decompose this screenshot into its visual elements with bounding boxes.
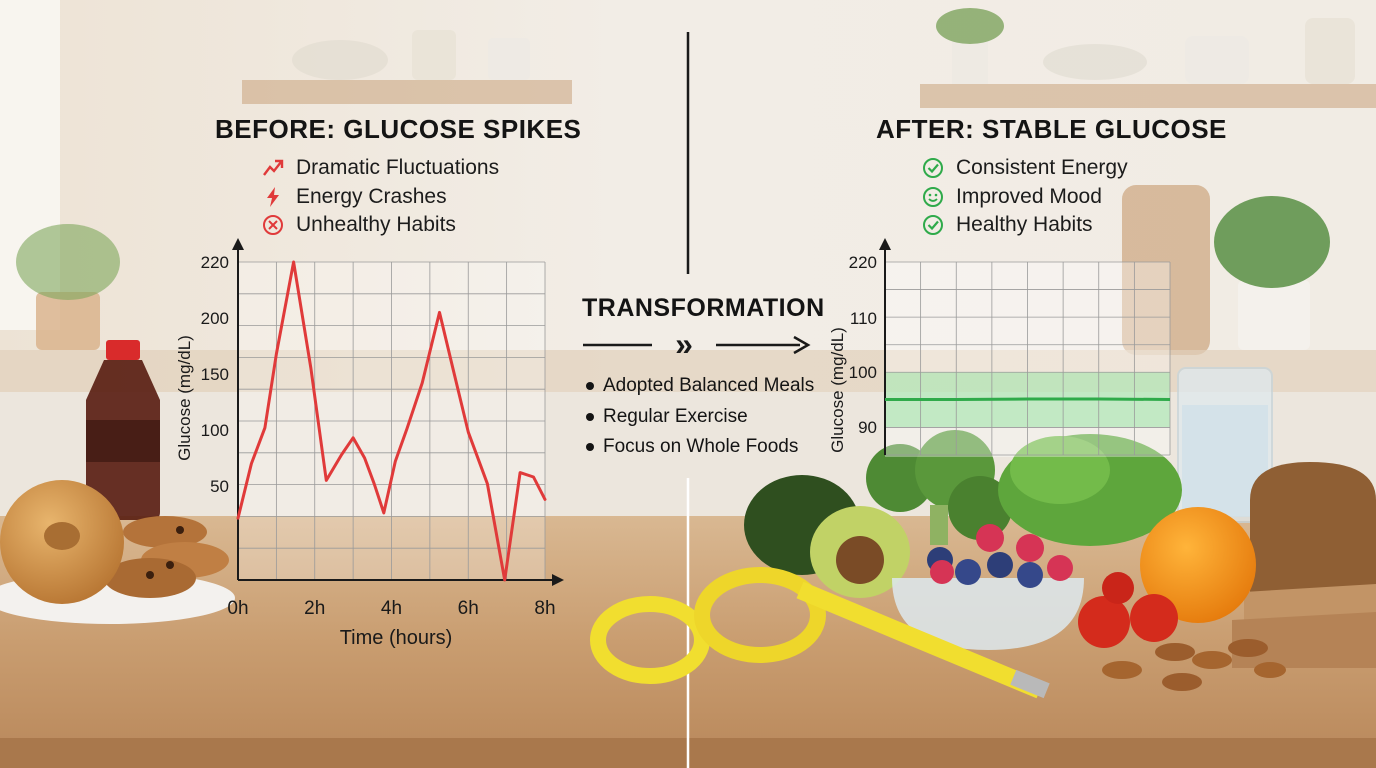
before-ytick-label: 150 — [201, 365, 229, 384]
shelf-bowl — [292, 40, 388, 80]
check-circle-icon — [922, 157, 944, 179]
before-item: Unhealthy Habits — [262, 211, 499, 240]
before-series-line — [236, 260, 547, 582]
shelf-pot — [952, 40, 988, 84]
broccoli — [866, 430, 1012, 545]
shelf-jar — [412, 30, 456, 80]
shelf-cup — [488, 38, 530, 80]
shelf-jar-right — [1305, 18, 1355, 84]
before-ytick-label: 200 — [201, 309, 229, 328]
transformation-list: Adopted Balanced Meals Regular Exercise … — [586, 371, 814, 463]
left-shelf — [242, 80, 572, 104]
cookies — [104, 516, 229, 598]
before-item-label: Energy Crashes — [296, 184, 447, 208]
after-ylabel: Glucose (mg/dL) — [828, 327, 847, 453]
transformation-item: Adopted Balanced Meals — [586, 371, 814, 402]
transformation-item-label: Regular Exercise — [603, 405, 748, 427]
after-ytick-label: 110 — [850, 309, 877, 328]
x-circle-icon — [262, 214, 284, 236]
after-item-label: Healthy Habits — [956, 213, 1093, 237]
bullet-dot — [586, 382, 594, 391]
shelf-canister — [1185, 36, 1249, 84]
transformation-title: TRANSFORMATION — [582, 294, 825, 322]
plant-right — [1214, 196, 1330, 288]
cutting-board — [1122, 185, 1210, 355]
before-grid — [237, 261, 546, 581]
trend-up-arrow-icon — [262, 157, 284, 179]
shelf-dish — [1043, 44, 1147, 80]
water-glass — [1177, 367, 1273, 523]
right-shelf — [920, 84, 1376, 108]
transformation-arrow: » — [583, 326, 811, 362]
before-x-axis-arrow — [552, 574, 564, 586]
transformation-item-label: Focus on Whole Foods — [603, 436, 799, 458]
after-ytick-label: 220 — [849, 253, 877, 272]
smiley-icon — [922, 186, 944, 208]
before-xtick-label: 4h — [381, 598, 402, 619]
after-list: Consistent Energy Improved Mood Healthy … — [922, 154, 1128, 240]
soda-bottle — [86, 340, 160, 520]
bullet-dot — [586, 412, 594, 421]
plant-left — [16, 224, 120, 300]
orange — [1140, 507, 1256, 623]
before-xtick-label: 0h — [227, 598, 248, 619]
before-ytick-label: 50 — [210, 477, 229, 496]
before-ylabel: Glucose (mg/dL) — [175, 335, 194, 461]
after-series-line — [885, 397, 1171, 401]
tomatoes — [1078, 572, 1178, 648]
after-item: Healthy Habits — [922, 211, 1128, 240]
after-ytick-label: 100 — [849, 363, 877, 382]
after-title: AFTER: STABLE GLUCOSE — [876, 114, 1227, 144]
before-y-axis-arrow — [232, 238, 244, 250]
measuring-tape — [590, 567, 1050, 699]
after-y-axis-arrow — [879, 238, 891, 250]
before-xtick-label: 8h — [534, 598, 555, 619]
lettuce — [998, 434, 1182, 546]
after-ytick-label: 90 — [858, 418, 877, 437]
after-chart: 90 100 110 220 Glucose (mg/dL) — [828, 238, 1171, 457]
transformation-item: Focus on Whole Foods — [586, 432, 814, 463]
plant-pot-right — [1238, 280, 1310, 350]
before-xtick-label: 2h — [304, 598, 325, 619]
before-list: Dramatic Fluctuations Energy Crashes Unh… — [262, 154, 499, 240]
bread — [1232, 462, 1376, 668]
avocado — [744, 475, 910, 598]
plant-pot-left — [36, 292, 100, 350]
double-chevron-icon: » — [675, 326, 693, 362]
after-item-label: Consistent Energy — [956, 156, 1128, 180]
shelf-plant — [936, 8, 1004, 44]
before-xlabel: Time (hours) — [340, 627, 453, 649]
before-item: Dramatic Fluctuations — [262, 154, 499, 183]
before-xtick-label: 6h — [458, 598, 479, 619]
transformation-item-label: Adopted Balanced Meals — [603, 375, 815, 397]
before-title: BEFORE: GLUCOSE SPIKES — [215, 114, 582, 144]
after-item-label: Improved Mood — [956, 184, 1102, 208]
before-item: Energy Crashes — [262, 183, 499, 212]
bullet-dot — [586, 443, 594, 452]
after-item: Improved Mood — [922, 183, 1128, 212]
before-chart: 50 100 150 200 220 0h 2h 4h 6h 8h Time (hours) G… — [175, 238, 564, 649]
before-ytick-label: 220 — [201, 253, 229, 272]
almonds — [1102, 639, 1286, 691]
berry-bowl — [892, 524, 1084, 650]
bagel — [0, 480, 124, 604]
lightning-icon — [262, 186, 284, 208]
check-circle-icon — [922, 214, 944, 236]
before-item-label: Unhealthy Habits — [296, 213, 456, 237]
before-item-label: Dramatic Fluctuations — [296, 156, 500, 180]
before-ytick-label: 100 — [201, 421, 229, 440]
after-item: Consistent Energy — [922, 154, 1128, 183]
transformation-item: Regular Exercise — [586, 402, 814, 433]
